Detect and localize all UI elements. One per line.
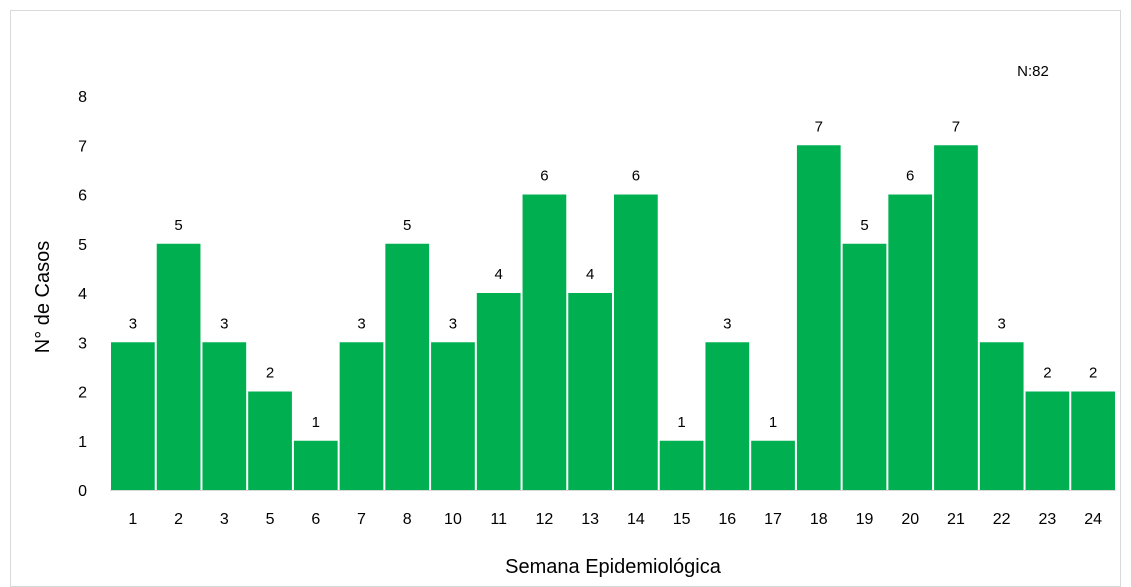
bar-week-16 <box>705 342 749 490</box>
bar-week-15 <box>660 441 704 490</box>
data-label-week-17: 1 <box>769 414 777 431</box>
bar-week-12 <box>523 195 567 491</box>
data-label-week-5: 2 <box>266 365 274 382</box>
data-label-week-2: 5 <box>174 217 182 234</box>
y-tick-0: 0 <box>78 483 87 500</box>
bars <box>111 145 1115 490</box>
y-tick-6: 6 <box>78 188 87 205</box>
bar-week-19 <box>843 244 887 490</box>
data-label-week-20: 6 <box>906 168 914 185</box>
bar-week-11 <box>477 293 521 490</box>
x-tick-2: 2 <box>174 511 183 528</box>
bar-week-7 <box>340 342 384 490</box>
data-label-week-13: 4 <box>586 266 594 283</box>
x-tick-16: 16 <box>718 511 736 528</box>
bar-week-2 <box>157 244 201 490</box>
y-axis-title: N° de Casos <box>32 241 54 354</box>
x-tick-20: 20 <box>901 511 919 528</box>
data-label-week-18: 7 <box>815 118 823 135</box>
total-cases-note: N:82 <box>1017 63 1049 80</box>
x-tick-12: 12 <box>536 511 554 528</box>
bar-week-23 <box>1026 392 1070 491</box>
x-tick-14: 14 <box>627 511 645 528</box>
x-tick-17: 17 <box>764 511 782 528</box>
x-axis-ticks: 1 2 3 5 6 7 8 10 11 12 13 14 15 16 17 18 19 20 21 22 23 24 <box>128 511 1102 528</box>
bar-week-24 <box>1071 392 1115 491</box>
data-label-week-23: 2 <box>1043 365 1051 382</box>
x-tick-23: 23 <box>1039 511 1057 528</box>
data-label-week-7: 3 <box>357 315 365 332</box>
bar-week-22 <box>980 342 1024 490</box>
data-label-week-16: 3 <box>723 315 731 332</box>
bar-week-14 <box>614 195 658 491</box>
x-tick-13: 13 <box>581 511 599 528</box>
y-tick-5: 5 <box>78 237 87 254</box>
x-tick-24: 24 <box>1084 511 1102 528</box>
data-label-week-14: 6 <box>632 168 640 185</box>
bar-week-20 <box>888 195 932 491</box>
data-label-week-24: 2 <box>1089 365 1097 382</box>
x-tick-7: 7 <box>357 511 366 528</box>
data-label-week-11: 4 <box>495 266 503 283</box>
data-label-week-8: 5 <box>403 217 411 234</box>
data-label-week-3: 3 <box>220 315 228 332</box>
x-axis-title: Semana Epidemiológica <box>505 556 722 578</box>
data-label-week-22: 3 <box>998 315 1006 332</box>
y-tick-3: 3 <box>78 335 87 352</box>
bar-week-3 <box>202 342 246 490</box>
x-tick-22: 22 <box>993 511 1011 528</box>
data-label-week-10: 3 <box>449 315 457 332</box>
data-label-week-1: 3 <box>129 315 137 332</box>
y-tick-8: 8 <box>78 89 87 106</box>
bar-week-10 <box>431 342 475 490</box>
x-tick-3: 3 <box>220 511 229 528</box>
bar-week-5 <box>248 392 292 491</box>
bar-week-18 <box>797 145 841 490</box>
data-label-week-21: 7 <box>952 118 960 135</box>
bar-week-13 <box>568 293 612 490</box>
data-label-week-19: 5 <box>860 217 868 234</box>
x-tick-8: 8 <box>403 511 412 528</box>
x-tick-5: 5 <box>266 511 275 528</box>
data-label-week-15: 1 <box>677 414 685 431</box>
x-tick-6: 6 <box>311 511 320 528</box>
data-label-week-6: 1 <box>312 414 320 431</box>
y-tick-1: 1 <box>78 434 87 451</box>
y-tick-4: 4 <box>78 286 87 303</box>
y-tick-7: 7 <box>78 138 87 155</box>
x-tick-21: 21 <box>947 511 965 528</box>
x-tick-10: 10 <box>444 511 462 528</box>
y-axis-ticks: 0 1 2 3 4 5 6 7 8 <box>78 89 87 500</box>
bar-week-17 <box>751 441 795 490</box>
y-tick-2: 2 <box>78 385 87 402</box>
x-tick-11: 11 <box>490 511 507 528</box>
data-label-week-12: 6 <box>540 168 548 185</box>
x-tick-15: 15 <box>673 511 691 528</box>
x-tick-19: 19 <box>856 511 874 528</box>
bar-week-1 <box>111 342 155 490</box>
bar-week-8 <box>385 244 429 490</box>
bar-week-6 <box>294 441 338 490</box>
bar-week-21 <box>934 145 978 490</box>
x-tick-1: 1 <box>128 511 137 528</box>
x-tick-18: 18 <box>810 511 828 528</box>
